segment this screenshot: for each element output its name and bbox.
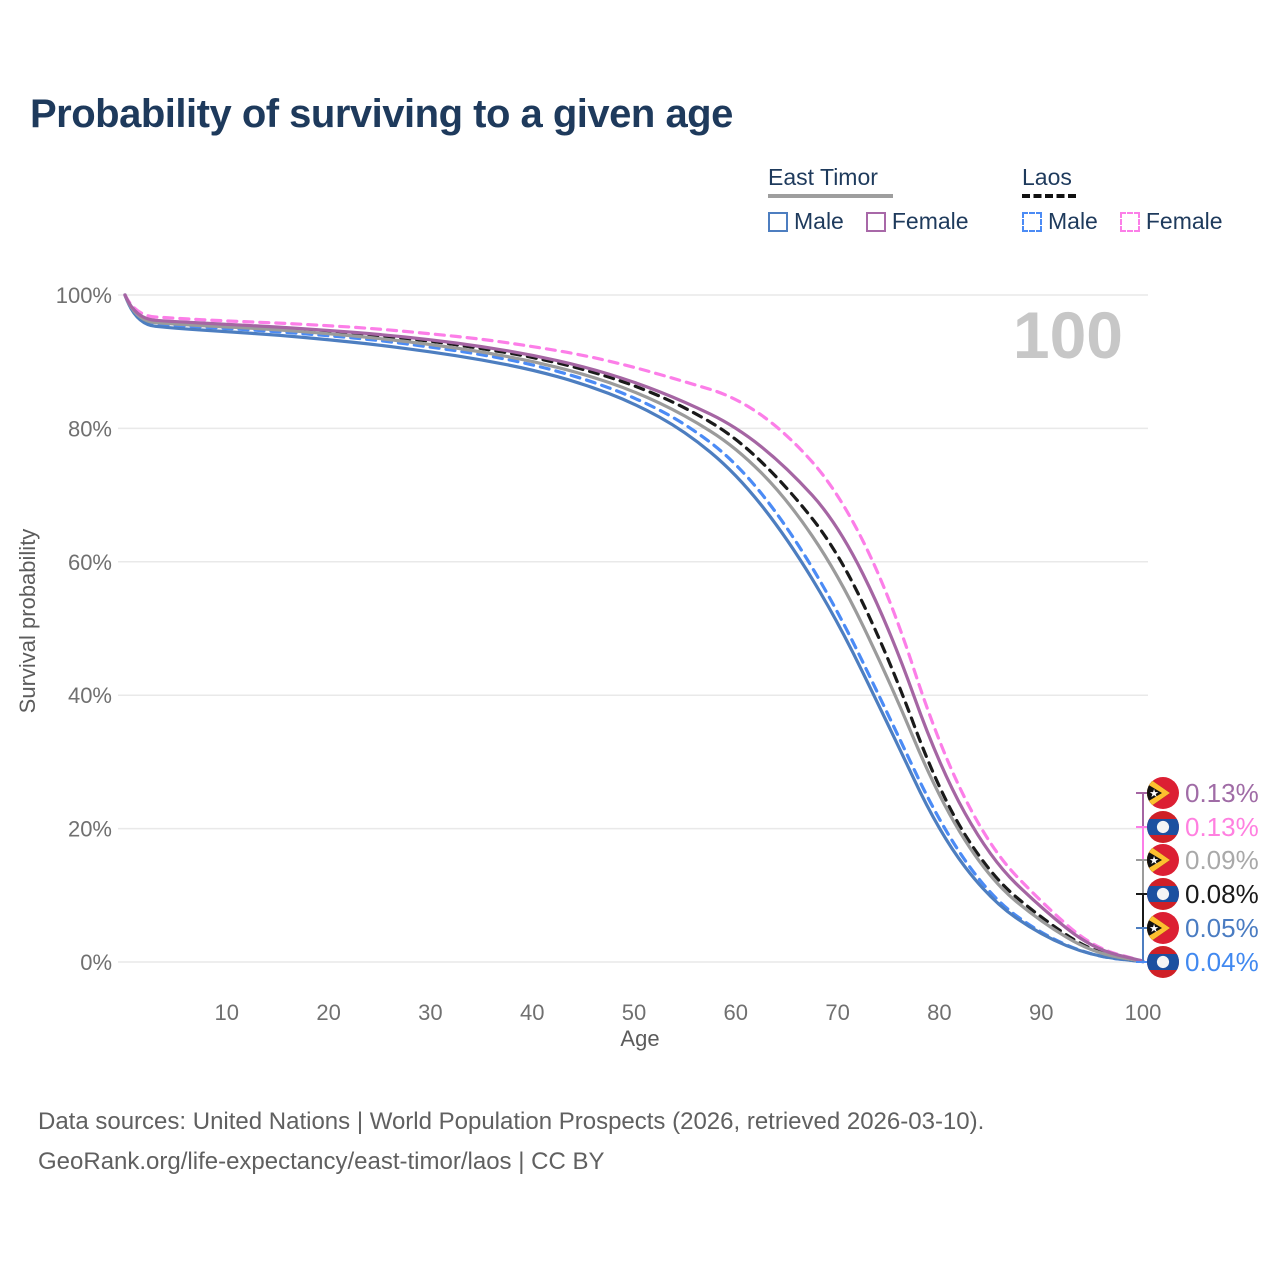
legend-country-label[interactable]: East Timor <box>768 164 878 190</box>
endpoint-value-label-laos-both-sexes[interactable]: 0.08% <box>1185 879 1259 909</box>
legend-item-laos-male[interactable]: Male <box>1022 208 1098 235</box>
legend-swatch-icon <box>1119 211 1140 232</box>
legend-swatch-icon <box>1022 211 1042 232</box>
series-line-laos-both-sexes[interactable] <box>123 293 1145 964</box>
page-title: Probability of surviving to a given age <box>30 92 733 136</box>
x-tick-label-20: 20 <box>316 1000 340 1025</box>
legend-item-label: Female <box>891 208 969 234</box>
east-timor-flag-icon: ★ <box>1147 844 1179 876</box>
legend-item-label: Male <box>794 208 844 234</box>
y-tick-label-0: 0% <box>80 950 112 975</box>
legend-swatch-icon <box>865 211 886 232</box>
legend-group-east-timor: East Timor Male Female <box>768 164 969 235</box>
y-tick-label-40: 40% <box>68 683 112 708</box>
legend-item-laos-female[interactable]: Female <box>1119 208 1223 235</box>
legend-item-label: Female <box>1145 208 1223 234</box>
series-line-east-timor-both-sexes[interactable] <box>123 293 1145 963</box>
legend-item-east-timor-female[interactable]: Female <box>865 208 969 235</box>
series-line-laos-female[interactable] <box>123 293 1145 963</box>
x-axis-title: Age <box>620 1026 660 1051</box>
y-tick-label-60: 60% <box>68 550 112 575</box>
series-line-laos-male[interactable] <box>123 293 1145 964</box>
y-axis-title: Survival probability <box>15 528 40 714</box>
endpoint-value-label-east-timor-both-sexes[interactable]: 0.09% <box>1185 845 1259 875</box>
legend-country-underline <box>1022 194 1076 198</box>
y-tick-label-100: 100% <box>56 283 112 308</box>
y-tick-label-20: 20% <box>68 817 112 842</box>
chart-legend: East Timor Male Female Laos Male Female <box>0 0 1280 250</box>
legend-items: Male Female <box>1022 208 1223 235</box>
x-tick-label-80: 80 <box>927 1000 951 1025</box>
laos-flag-icon <box>1147 946 1179 978</box>
series-line-east-timor-male[interactable] <box>123 293 1145 964</box>
legend-country-underline <box>768 194 893 198</box>
x-tick-label-50: 50 <box>622 1000 646 1025</box>
flag-part <box>1147 919 1162 937</box>
hover-age-watermark: 100 <box>1012 298 1123 372</box>
attribution-note: GeoRank.org/life-expectancy/east-timor/l… <box>38 1148 605 1175</box>
legend-country-label[interactable]: Laos <box>1022 164 1072 190</box>
flag-part <box>1156 955 1170 969</box>
x-tick-label-40: 40 <box>520 1000 544 1025</box>
legend-swatch-icon <box>768 211 788 232</box>
flag-star: ★ <box>1149 788 1159 800</box>
endpoint-value-label-laos-female[interactable]: 0.13% <box>1185 812 1259 842</box>
flag-star: ★ <box>1149 855 1159 867</box>
laos-flag-icon <box>1147 878 1179 910</box>
legend-group-laos: Laos Male Female <box>1022 164 1223 235</box>
east-timor-flag-icon: ★ <box>1147 777 1179 809</box>
data-sources-note: Data sources: United Nations | World Pop… <box>38 1108 985 1135</box>
x-tick-label-60: 60 <box>724 1000 748 1025</box>
endpoint-value-label-east-timor-female[interactable]: 0.13% <box>1185 778 1259 808</box>
x-tick-label-90: 90 <box>1029 1000 1053 1025</box>
x-tick-label-100: 100 <box>1125 1000 1162 1025</box>
flag-part <box>1156 820 1170 834</box>
flag-part <box>1147 851 1162 869</box>
y-tick-label-80: 80% <box>68 416 112 441</box>
east-timor-flag-icon: ★ <box>1147 912 1179 944</box>
legend-items: Male Female <box>768 208 969 235</box>
laos-flag-icon <box>1147 811 1179 843</box>
x-tick-label-30: 30 <box>418 1000 442 1025</box>
endpoint-value-label-east-timor-male[interactable]: 0.05% <box>1185 913 1259 943</box>
flag-star: ★ <box>1149 923 1159 935</box>
flag-part <box>1147 784 1162 802</box>
x-tick-label-70: 70 <box>825 1000 849 1025</box>
x-tick-label-10: 10 <box>215 1000 239 1025</box>
flag-part <box>1156 887 1170 901</box>
endpoint-value-label-laos-male[interactable]: 0.04% <box>1185 947 1259 977</box>
legend-item-east-timor-male[interactable]: Male <box>768 208 844 235</box>
series-line-east-timor-female[interactable] <box>123 293 1145 963</box>
legend-item-label: Male <box>1048 208 1098 234</box>
